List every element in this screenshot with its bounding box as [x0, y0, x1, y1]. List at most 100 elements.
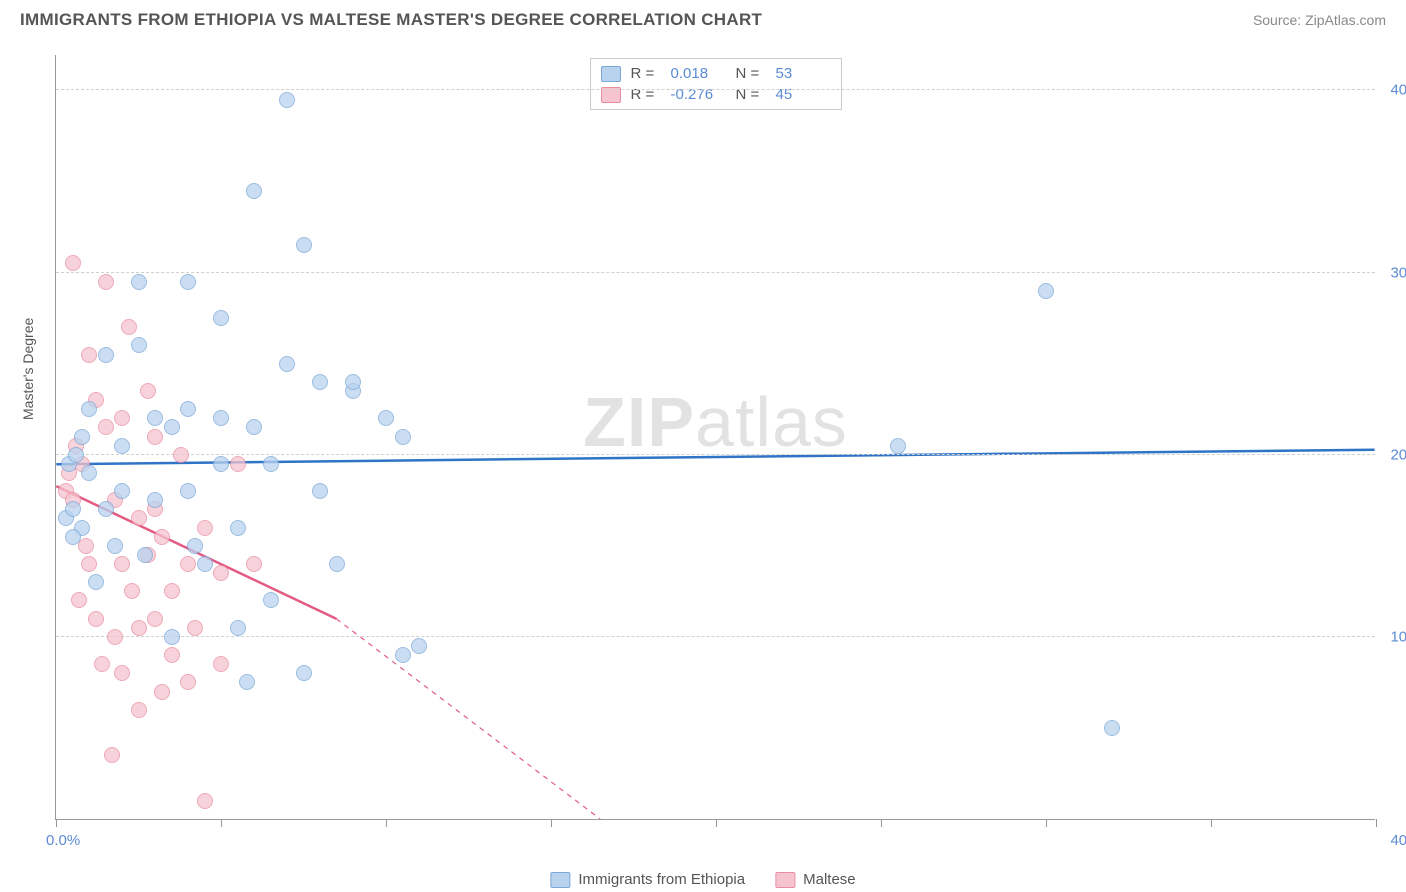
- scatter-point: [213, 656, 229, 672]
- scatter-point: [107, 629, 123, 645]
- scatter-point: [131, 274, 147, 290]
- gridline: [56, 272, 1375, 273]
- legend-correlation: R = 0.018 N = 53 R = -0.276 N = 45: [590, 58, 842, 110]
- scatter-point: [296, 665, 312, 681]
- scatter-point: [230, 620, 246, 636]
- scatter-point: [213, 310, 229, 326]
- watermark-zip: ZIP: [583, 383, 695, 461]
- chart-plot-area: ZIPatlas R = 0.018 N = 53 R = -0.276 N =…: [55, 55, 1375, 820]
- y-tick-label: 10.0%: [1390, 628, 1406, 645]
- scatter-point: [78, 538, 94, 554]
- x-tick: [386, 819, 387, 827]
- scatter-point: [74, 429, 90, 445]
- scatter-point: [890, 438, 906, 454]
- header-bar: IMMIGRANTS FROM ETHIOPIA VS MALTESE MAST…: [0, 0, 1406, 35]
- scatter-point: [114, 410, 130, 426]
- x-axis-min-label: 0.0%: [46, 832, 80, 849]
- scatter-point: [246, 556, 262, 572]
- scatter-point: [137, 547, 153, 563]
- scatter-point: [263, 456, 279, 472]
- scatter-point: [213, 410, 229, 426]
- scatter-point: [154, 529, 170, 545]
- scatter-point: [114, 665, 130, 681]
- y-tick-label: 20.0%: [1390, 446, 1406, 463]
- y-tick-label: 40.0%: [1390, 82, 1406, 99]
- scatter-point: [180, 274, 196, 290]
- scatter-point: [107, 538, 123, 554]
- scatter-point: [213, 456, 229, 472]
- x-axis-max-label: 40.0%: [1390, 832, 1406, 849]
- x-tick: [881, 819, 882, 827]
- x-tick: [551, 819, 552, 827]
- legend-label-ethiopia: Immigrants from Ethiopia: [578, 871, 745, 888]
- scatter-point: [131, 620, 147, 636]
- scatter-point: [296, 237, 312, 253]
- legend-row-series-2: R = -0.276 N = 45: [601, 84, 831, 105]
- legend-swatch-ethiopia: [550, 872, 570, 888]
- scatter-point: [121, 319, 137, 335]
- scatter-point: [98, 419, 114, 435]
- scatter-point: [114, 483, 130, 499]
- scatter-point: [164, 629, 180, 645]
- source-label: Source: ZipAtlas.com: [1253, 12, 1386, 28]
- legend-label-maltese: Maltese: [803, 871, 856, 888]
- scatter-point: [180, 556, 196, 572]
- scatter-point: [197, 520, 213, 536]
- scatter-point: [312, 374, 328, 390]
- scatter-point: [197, 556, 213, 572]
- legend-r-label: R =: [631, 65, 661, 82]
- scatter-point: [180, 483, 196, 499]
- y-tick-label: 30.0%: [1390, 264, 1406, 281]
- scatter-point: [378, 410, 394, 426]
- scatter-point: [88, 574, 104, 590]
- scatter-point: [164, 647, 180, 663]
- legend-item-ethiopia: Immigrants from Ethiopia: [550, 871, 745, 888]
- legend-series: Immigrants from Ethiopia Maltese: [550, 871, 855, 888]
- scatter-point: [173, 447, 189, 463]
- scatter-point: [147, 429, 163, 445]
- y-axis-title: Master's Degree: [20, 318, 36, 420]
- scatter-point: [187, 538, 203, 554]
- x-tick: [1211, 819, 1212, 827]
- scatter-point: [230, 456, 246, 472]
- scatter-point: [180, 674, 196, 690]
- scatter-point: [147, 410, 163, 426]
- x-tick: [1376, 819, 1377, 827]
- legend-r-value-1: 0.018: [671, 65, 726, 82]
- scatter-point: [131, 702, 147, 718]
- scatter-point: [147, 492, 163, 508]
- watermark-atlas: atlas: [695, 383, 848, 461]
- scatter-point: [94, 656, 110, 672]
- scatter-point: [187, 620, 203, 636]
- scatter-point: [246, 183, 262, 199]
- scatter-point: [104, 747, 120, 763]
- scatter-point: [71, 592, 87, 608]
- gridline: [56, 89, 1375, 90]
- scatter-point: [98, 274, 114, 290]
- scatter-point: [81, 465, 97, 481]
- trend-lines-svg: [56, 55, 1375, 819]
- scatter-point: [98, 501, 114, 517]
- scatter-point: [239, 674, 255, 690]
- legend-swatch-maltese: [775, 872, 795, 888]
- scatter-point: [88, 611, 104, 627]
- gridline: [56, 454, 1375, 455]
- scatter-point: [279, 92, 295, 108]
- scatter-point: [154, 684, 170, 700]
- scatter-point: [1104, 720, 1120, 736]
- legend-item-maltese: Maltese: [775, 871, 856, 888]
- legend-swatch-ethiopia: [601, 66, 621, 82]
- scatter-point: [246, 419, 262, 435]
- scatter-point: [411, 638, 427, 654]
- x-tick: [716, 819, 717, 827]
- scatter-point: [81, 401, 97, 417]
- x-tick: [1046, 819, 1047, 827]
- scatter-point: [131, 510, 147, 526]
- scatter-point: [81, 556, 97, 572]
- scatter-point: [345, 374, 361, 390]
- scatter-point: [164, 583, 180, 599]
- scatter-point: [114, 556, 130, 572]
- legend-row-series-1: R = 0.018 N = 53: [601, 63, 831, 84]
- scatter-point: [329, 556, 345, 572]
- scatter-point: [147, 611, 163, 627]
